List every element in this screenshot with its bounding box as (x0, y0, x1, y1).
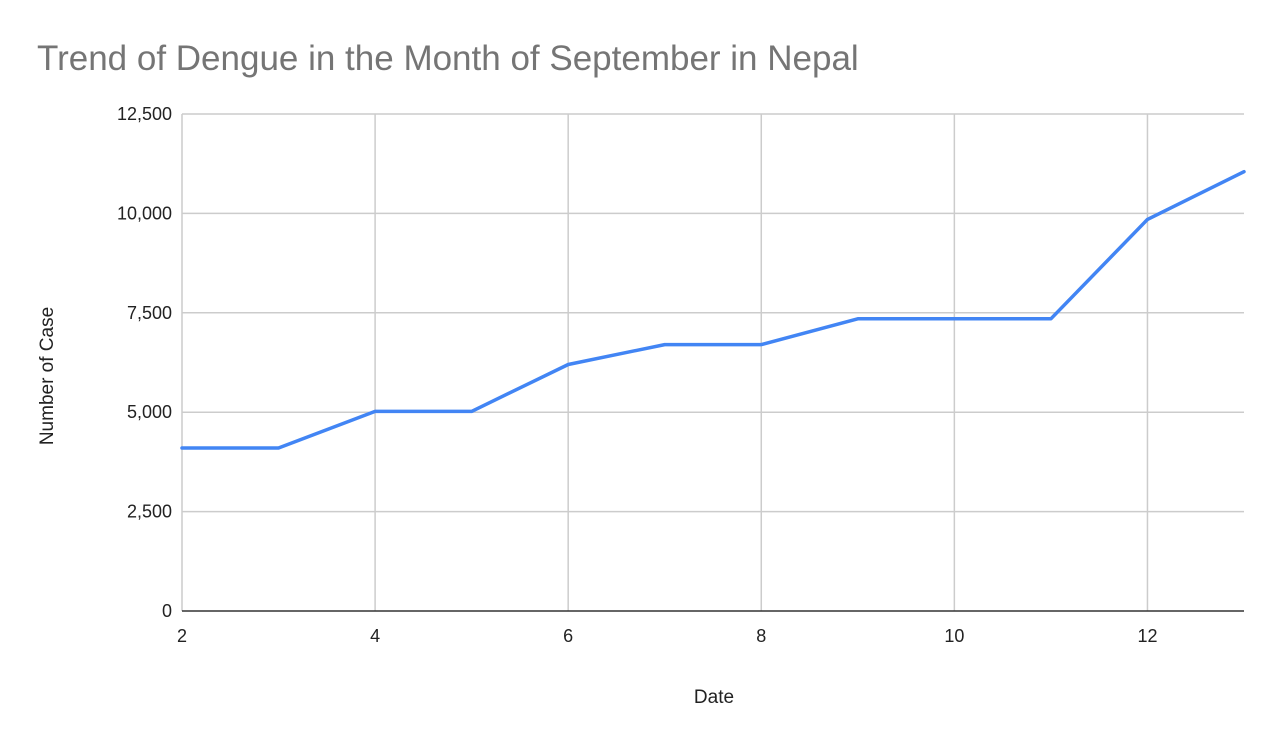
x-gridlines (181, 114, 1149, 611)
y-axis-title: Number of Case (37, 307, 58, 445)
y-tick-label: 10,000 (117, 203, 172, 223)
y-tick-label: 7,500 (127, 303, 172, 323)
y-tick-labels: 0 2,500 5,000 7,500 10,000 12,500 (117, 104, 172, 621)
x-tick-label: 8 (756, 626, 766, 646)
x-axis-title: Date (694, 687, 734, 708)
x-tick-labels: 2 4 6 8 10 12 (177, 626, 1157, 646)
y-tick-label: 2,500 (127, 502, 172, 522)
x-tick-label: 10 (944, 626, 964, 646)
series-line (180, 169, 1246, 450)
chart-title: Trend of Dengue in the Month of Septembe… (37, 39, 859, 78)
y-tick-label: 0 (162, 601, 172, 621)
x-tick-label: 4 (370, 626, 380, 646)
x-tick-label: 2 (177, 626, 187, 646)
series-group (180, 169, 1246, 450)
y-tick-label: 5,000 (127, 402, 172, 422)
y-tick-label: 12,500 (117, 104, 172, 124)
y-gridlines (182, 113, 1244, 513)
x-tick-label: 12 (1137, 626, 1157, 646)
x-tick-label: 6 (563, 626, 573, 646)
